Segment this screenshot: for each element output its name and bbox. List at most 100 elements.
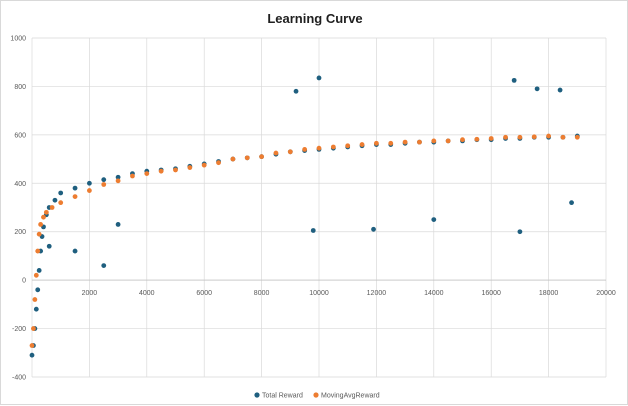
y-tick-label: 400 xyxy=(14,181,26,188)
data-point xyxy=(29,352,35,358)
data-point xyxy=(115,174,121,180)
data-point xyxy=(130,173,135,179)
y-tick-label: 800 xyxy=(14,84,26,91)
data-point xyxy=(388,140,394,146)
data-point xyxy=(52,197,58,203)
data-point xyxy=(72,194,78,200)
data-point xyxy=(187,165,193,170)
data-point xyxy=(216,160,221,166)
data-point xyxy=(287,149,293,155)
x-tick-label: 2000 xyxy=(82,290,98,297)
data-point xyxy=(115,222,121,227)
data-point xyxy=(58,190,64,196)
data-point xyxy=(101,182,107,187)
data-point xyxy=(531,134,537,140)
axes: 2000 4000 6000 8000 10000 12000 14000 16000 1800… xyxy=(10,36,615,382)
data-point xyxy=(101,177,107,183)
y-tick-label: 1000 xyxy=(10,36,26,43)
data-point xyxy=(49,205,55,210)
data-point xyxy=(36,268,42,273)
data-point xyxy=(29,343,35,348)
legend-marker xyxy=(254,392,260,398)
data-point xyxy=(173,167,178,173)
y-tick-label: 0 xyxy=(22,278,26,285)
y-tick-label: -400 xyxy=(12,375,26,382)
data-point xyxy=(158,168,164,174)
data-point xyxy=(534,86,540,92)
x-tick-label: 6000 xyxy=(196,290,212,297)
data-point xyxy=(310,228,316,233)
legend-label: Total Reward xyxy=(262,393,303,400)
data-point xyxy=(517,229,523,235)
data-point xyxy=(517,134,523,140)
series-1 xyxy=(29,133,580,348)
data-point xyxy=(431,138,437,144)
data-point xyxy=(474,136,480,142)
data-point xyxy=(488,136,494,141)
data-point xyxy=(293,88,299,94)
data-point xyxy=(259,154,264,160)
data-point xyxy=(546,133,551,139)
data-point xyxy=(273,150,279,156)
data-point xyxy=(144,171,150,177)
data-point xyxy=(460,137,465,143)
data-point xyxy=(35,248,41,254)
data-point xyxy=(43,209,49,215)
legend: Total Reward MovingAvgReward xyxy=(254,392,380,400)
x-tick-label: 4000 xyxy=(139,290,155,297)
legend-label: MovingAvgReward xyxy=(321,393,380,400)
data-point xyxy=(511,77,517,83)
data-point xyxy=(32,297,38,302)
data-point xyxy=(316,145,322,151)
data-point xyxy=(101,263,107,269)
data-point xyxy=(345,143,351,149)
data-point xyxy=(445,138,451,144)
data-point xyxy=(41,214,46,220)
data-point xyxy=(38,222,44,227)
x-tick-label: 14000 xyxy=(424,290,444,297)
y-tick-label: 600 xyxy=(14,132,26,139)
data-point xyxy=(302,146,308,152)
data-point xyxy=(35,287,41,293)
y-tick-label: -200 xyxy=(12,326,26,333)
data-point xyxy=(557,87,563,93)
chart-title: Learning Curve xyxy=(267,11,362,26)
data-point xyxy=(33,306,39,312)
data-point xyxy=(46,243,52,249)
data-point xyxy=(371,226,376,232)
data-point xyxy=(230,156,236,162)
data-point xyxy=(417,139,422,145)
data-point xyxy=(36,231,42,237)
data-point xyxy=(359,142,365,147)
legend-marker xyxy=(313,392,319,398)
x-tick-label: 18000 xyxy=(539,290,559,297)
data-point xyxy=(58,200,64,206)
data-point xyxy=(33,272,39,278)
x-tick-label: 16000 xyxy=(481,290,501,297)
series-0 xyxy=(29,75,580,358)
data-point xyxy=(503,134,508,140)
data-point xyxy=(115,178,121,184)
series xyxy=(29,75,580,358)
data-point xyxy=(431,217,437,223)
x-tick-label: 8000 xyxy=(254,290,270,297)
data-point xyxy=(201,162,207,168)
data-point xyxy=(316,75,322,81)
data-point xyxy=(72,248,78,254)
data-point xyxy=(87,180,92,186)
data-point xyxy=(569,200,574,206)
data-point xyxy=(560,134,566,140)
data-point xyxy=(574,134,580,140)
y-tick-label: 200 xyxy=(14,229,26,236)
x-tick-label: 12000 xyxy=(367,290,387,297)
data-point xyxy=(330,144,336,150)
x-tick-label: 20000 xyxy=(596,290,616,297)
data-point xyxy=(87,188,92,193)
data-point xyxy=(402,139,408,145)
data-point xyxy=(72,185,78,191)
x-tick-label: 10000 xyxy=(309,290,329,297)
data-point xyxy=(374,140,379,146)
grid xyxy=(32,37,607,378)
